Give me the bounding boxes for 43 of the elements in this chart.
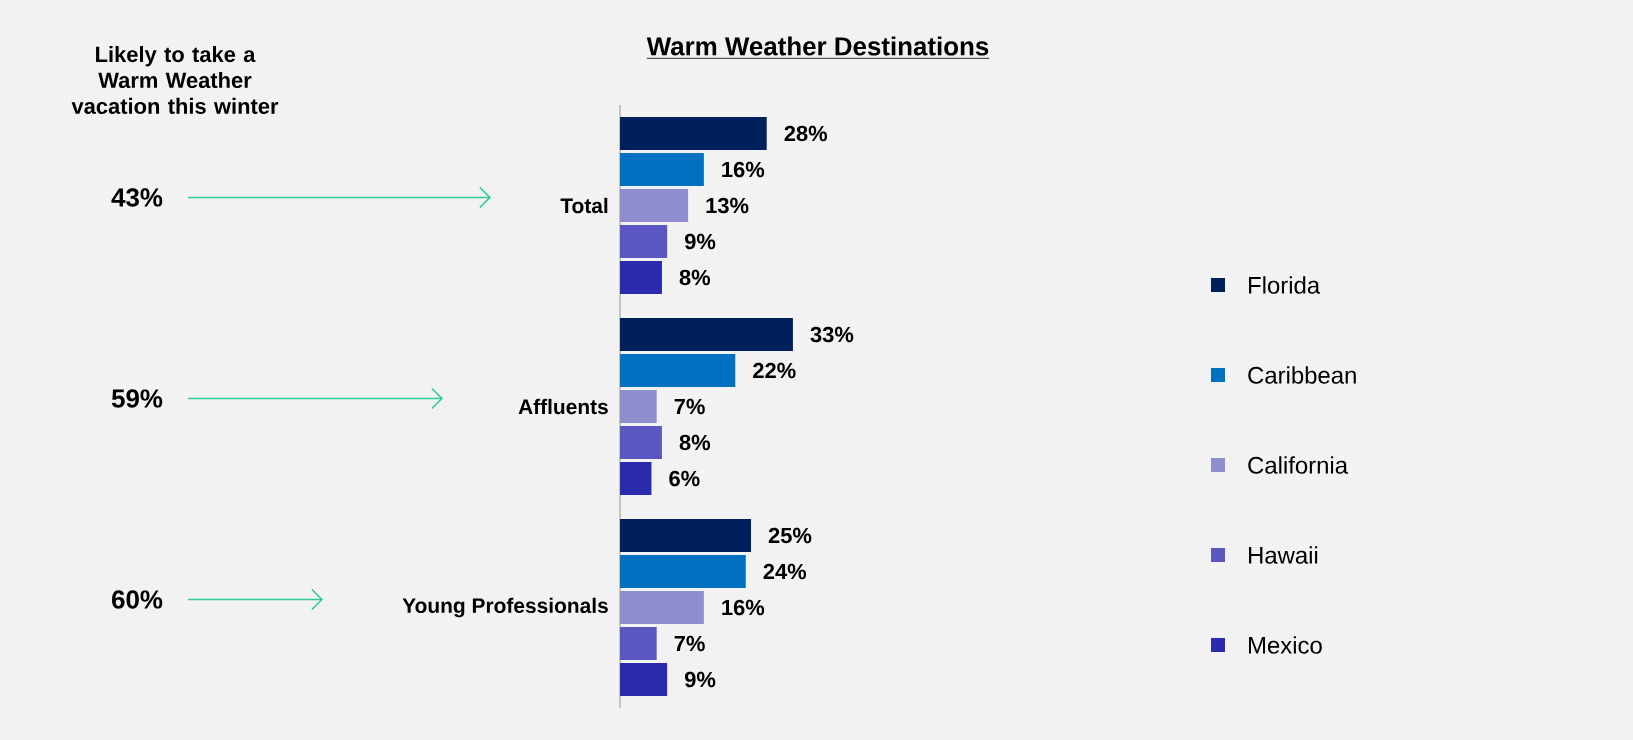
data-label: 7% <box>674 635 705 652</box>
chart-title: Warm Weather Destinations <box>646 36 989 56</box>
text: 43% <box>111 188 163 207</box>
bar <box>620 153 704 187</box>
data-label: 25% <box>768 527 812 544</box>
bar <box>620 663 668 697</box>
bar <box>620 591 704 625</box>
bar <box>620 390 657 424</box>
data-label: 9% <box>684 233 716 250</box>
bar <box>620 354 736 388</box>
y-tick-label: Affluents <box>518 398 608 415</box>
text: 59% <box>111 389 163 408</box>
bar <box>620 261 662 295</box>
bar <box>620 117 767 151</box>
data-label: 16% <box>722 599 765 616</box>
bar <box>620 426 662 460</box>
data-label: 7% <box>674 398 705 415</box>
y-tick-label: Total <box>560 197 608 214</box>
bar <box>620 555 746 589</box>
data-label: 6% <box>669 470 700 487</box>
legend-label: Florida <box>1249 276 1321 294</box>
data-label: 8% <box>679 269 711 286</box>
legend-label: California <box>1248 456 1349 474</box>
legend-label: Hawaii <box>1249 546 1318 564</box>
data-label: 22% <box>753 362 796 379</box>
data-label: 13% <box>706 197 749 214</box>
y-tick-label: Young Professionals <box>402 597 608 618</box>
data-label: 16% <box>722 161 765 178</box>
bar <box>620 189 689 223</box>
legend-label: Mexico <box>1249 636 1322 654</box>
bar <box>620 627 657 661</box>
bar <box>620 225 668 259</box>
data-label: 24% <box>763 563 807 580</box>
legend-label: Caribbean <box>1248 366 1356 384</box>
text: 60% <box>112 590 163 609</box>
data-label: 8% <box>679 434 711 451</box>
bar <box>620 462 652 496</box>
data-label: 28% <box>784 125 828 142</box>
text: Likely to take a Warm Weather vacation this winter <box>71 46 279 114</box>
bar <box>620 318 793 352</box>
bar <box>620 519 752 553</box>
data-label: 33% <box>810 326 854 343</box>
data-label: 9% <box>684 671 716 688</box>
